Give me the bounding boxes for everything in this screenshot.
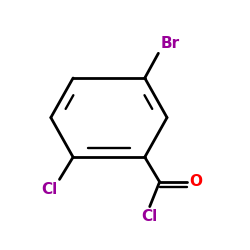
Text: Cl: Cl [41, 182, 57, 197]
Text: Cl: Cl [142, 209, 158, 224]
Text: O: O [189, 174, 202, 189]
Text: Br: Br [161, 36, 180, 51]
